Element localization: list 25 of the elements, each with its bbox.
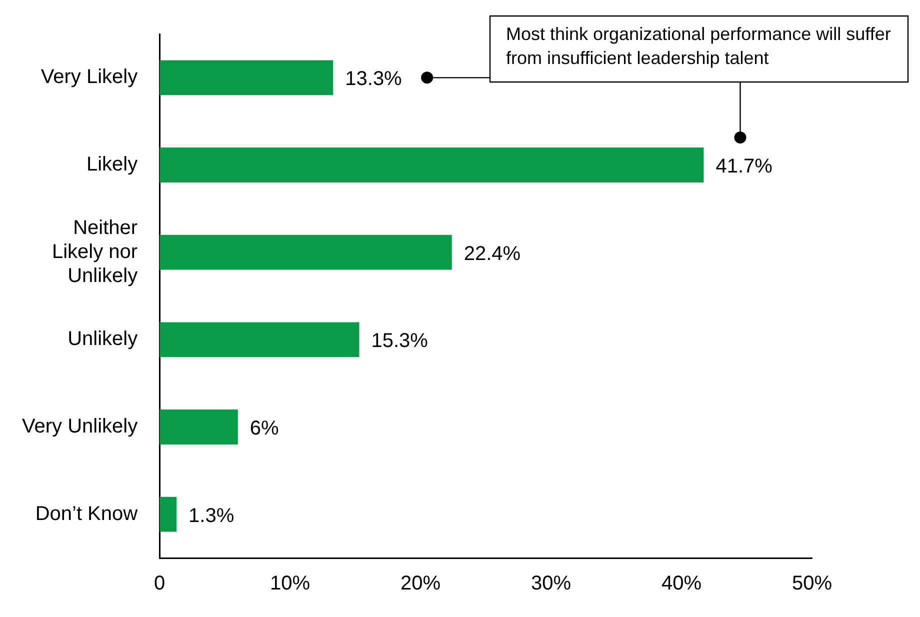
data-label: 13.3% bbox=[345, 68, 402, 90]
x-tick-label: 20% bbox=[400, 572, 441, 595]
y-tick-label: Likely bbox=[86, 154, 138, 176]
bar bbox=[160, 410, 238, 444]
data-label: 22.4% bbox=[464, 242, 521, 265]
data-label: 6% bbox=[250, 418, 280, 440]
x-tick-label: 50% bbox=[792, 572, 832, 595]
annotation: Most think organizational performance will suffer from insufficient leadership talent bbox=[506, 24, 891, 68]
bar bbox=[160, 60, 334, 96]
y-tick-label: Neither Likely nor Unlikely bbox=[52, 216, 138, 287]
y-tick-label: Unlikely bbox=[68, 328, 138, 350]
data-label: 41.7% bbox=[716, 156, 773, 178]
x-tick-label: 0 bbox=[154, 572, 166, 595]
bar bbox=[160, 322, 360, 358]
x-tick-label: 30% bbox=[531, 572, 572, 595]
y-tick-label: Very Unlikely bbox=[22, 416, 138, 438]
y-tick-label: Very Likely bbox=[40, 66, 138, 88]
x-tick-label: 40% bbox=[662, 572, 702, 595]
x-tick-label: 10% bbox=[270, 572, 310, 595]
bar bbox=[160, 234, 452, 270]
y-tick-label: Don’t Know bbox=[35, 502, 138, 525]
bar bbox=[160, 148, 704, 182]
data-label: 15.3% bbox=[371, 330, 428, 352]
bar bbox=[160, 496, 177, 532]
data-label: 1.3% bbox=[188, 504, 234, 527]
